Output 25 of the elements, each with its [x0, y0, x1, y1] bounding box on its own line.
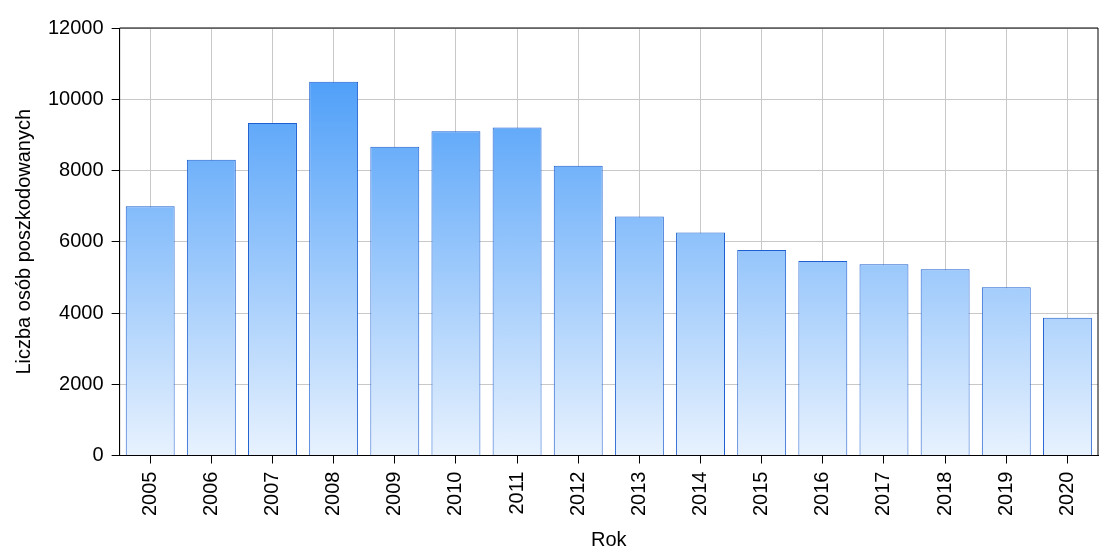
x-tick-label: 2014	[688, 471, 711, 517]
x-tick-label: 2012	[565, 471, 588, 517]
x-tick-label: 2006	[198, 471, 221, 517]
x-tick-label: 2008	[321, 471, 344, 517]
x-tick-label: 2018	[932, 471, 955, 517]
y-tick-label: 8000	[59, 158, 104, 181]
x-tick-label: 2017	[871, 471, 894, 517]
x-tick-label: 2007	[260, 471, 282, 517]
y-tick-label: 12000	[47, 15, 104, 38]
y-tick-label: 0	[92, 443, 104, 466]
x-tick-label: 2005	[137, 471, 160, 517]
x-tick-label: 2011	[504, 471, 527, 515]
x-axis-title: Rok	[591, 527, 628, 550]
y-tick-label: 4000	[59, 300, 104, 323]
y-tick-label: 10000	[47, 86, 104, 109]
x-tick-label: 2013	[626, 471, 649, 517]
y-tick-label: 2000	[59, 371, 104, 394]
y-tick-label: 6000	[59, 229, 104, 252]
x-tick-label: 2010	[443, 471, 466, 517]
x-tick-label: 2019	[993, 471, 1016, 517]
x-tick-label: 2020	[1054, 471, 1077, 517]
y-axis-title: Liczba osób poszkodowanych	[11, 108, 34, 375]
x-tick-label: 2015	[749, 471, 772, 517]
x-tick-label: 2016	[810, 471, 833, 517]
x-tick-label: 2009	[382, 471, 405, 517]
